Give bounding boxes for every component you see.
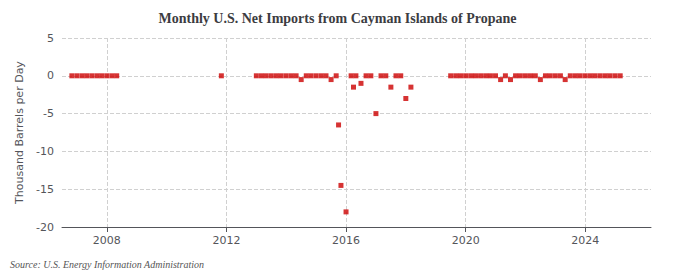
- svg-text:2024: 2024: [571, 234, 599, 247]
- svg-text:-10: -10: [36, 145, 54, 158]
- svg-text:2020: 2020: [452, 234, 480, 247]
- svg-text:2008: 2008: [93, 234, 121, 247]
- svg-text:Source: U.S. Energy Informatio: Source: U.S. Energy Information Administ…: [10, 259, 204, 270]
- svg-text:-5: -5: [43, 107, 54, 120]
- svg-text:0: 0: [47, 69, 54, 82]
- svg-text:5: 5: [47, 32, 54, 45]
- svg-text:-15: -15: [36, 183, 54, 196]
- svg-text:-20: -20: [36, 221, 54, 234]
- svg-text:2016: 2016: [332, 234, 360, 247]
- svg-text:Monthly U.S. Net Imports from: Monthly U.S. Net Imports from Cayman Isl…: [158, 11, 516, 26]
- svg-text:2012: 2012: [212, 234, 240, 247]
- svg-text:Thousand Barrels per Day: Thousand Barrels per Day: [13, 61, 26, 205]
